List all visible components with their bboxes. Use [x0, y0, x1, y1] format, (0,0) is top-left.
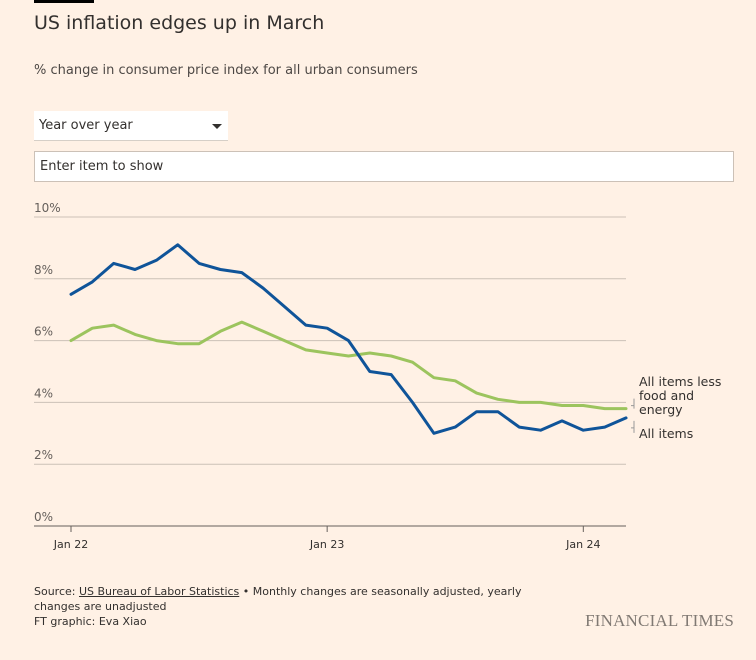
chart-subtitle: % change in consumer price index for all…: [34, 63, 418, 78]
x-tick-label: Jan 23: [309, 538, 344, 551]
mode-select[interactable]: Year over year: [34, 111, 228, 141]
brand-accent-bar: [34, 0, 94, 3]
mode-select-value: Year over year: [39, 118, 133, 133]
series-line-all-items: [69, 243, 628, 435]
line-chart: 0% 2% 4% 6% 8% 10% Jan 22 Jan 23 Jan 24 All items…: [34, 201, 721, 551]
series-label-core: All items less food and energy: [639, 374, 721, 417]
y-tick-label: 6%: [34, 325, 53, 339]
x-tick-label: Jan 22: [53, 538, 88, 551]
y-tick-label: 0%: [34, 510, 53, 524]
source-note: Source: US Bureau of Labor Statistics • …: [34, 584, 564, 629]
chevron-down-icon: [212, 124, 222, 129]
source-detail: • Monthly changes are seasonally adjuste…: [34, 585, 522, 613]
y-tick-label: 2%: [34, 448, 53, 462]
graphic-credit: FT graphic: Eva Xiao: [34, 615, 147, 628]
source-link[interactable]: US Bureau of Labor Statistics: [78, 585, 240, 598]
chart-title: US inflation edges up in March: [34, 12, 325, 34]
x-tick-label: Jan 24: [565, 538, 600, 551]
y-tick-label: 10%: [34, 201, 61, 215]
y-tick-label: 4%: [34, 386, 53, 400]
label-bracket: [631, 398, 635, 409]
source-prefix: Source:: [34, 585, 79, 598]
ft-logo: FINANCIAL TIMES: [585, 611, 734, 630]
y-tick-label: 8%: [34, 263, 53, 277]
label-bracket: [631, 420, 635, 433]
series-label-all-items: All items: [639, 426, 693, 441]
item-search-input[interactable]: Enter item to show: [34, 151, 734, 182]
series-line-core: [69, 320, 628, 411]
